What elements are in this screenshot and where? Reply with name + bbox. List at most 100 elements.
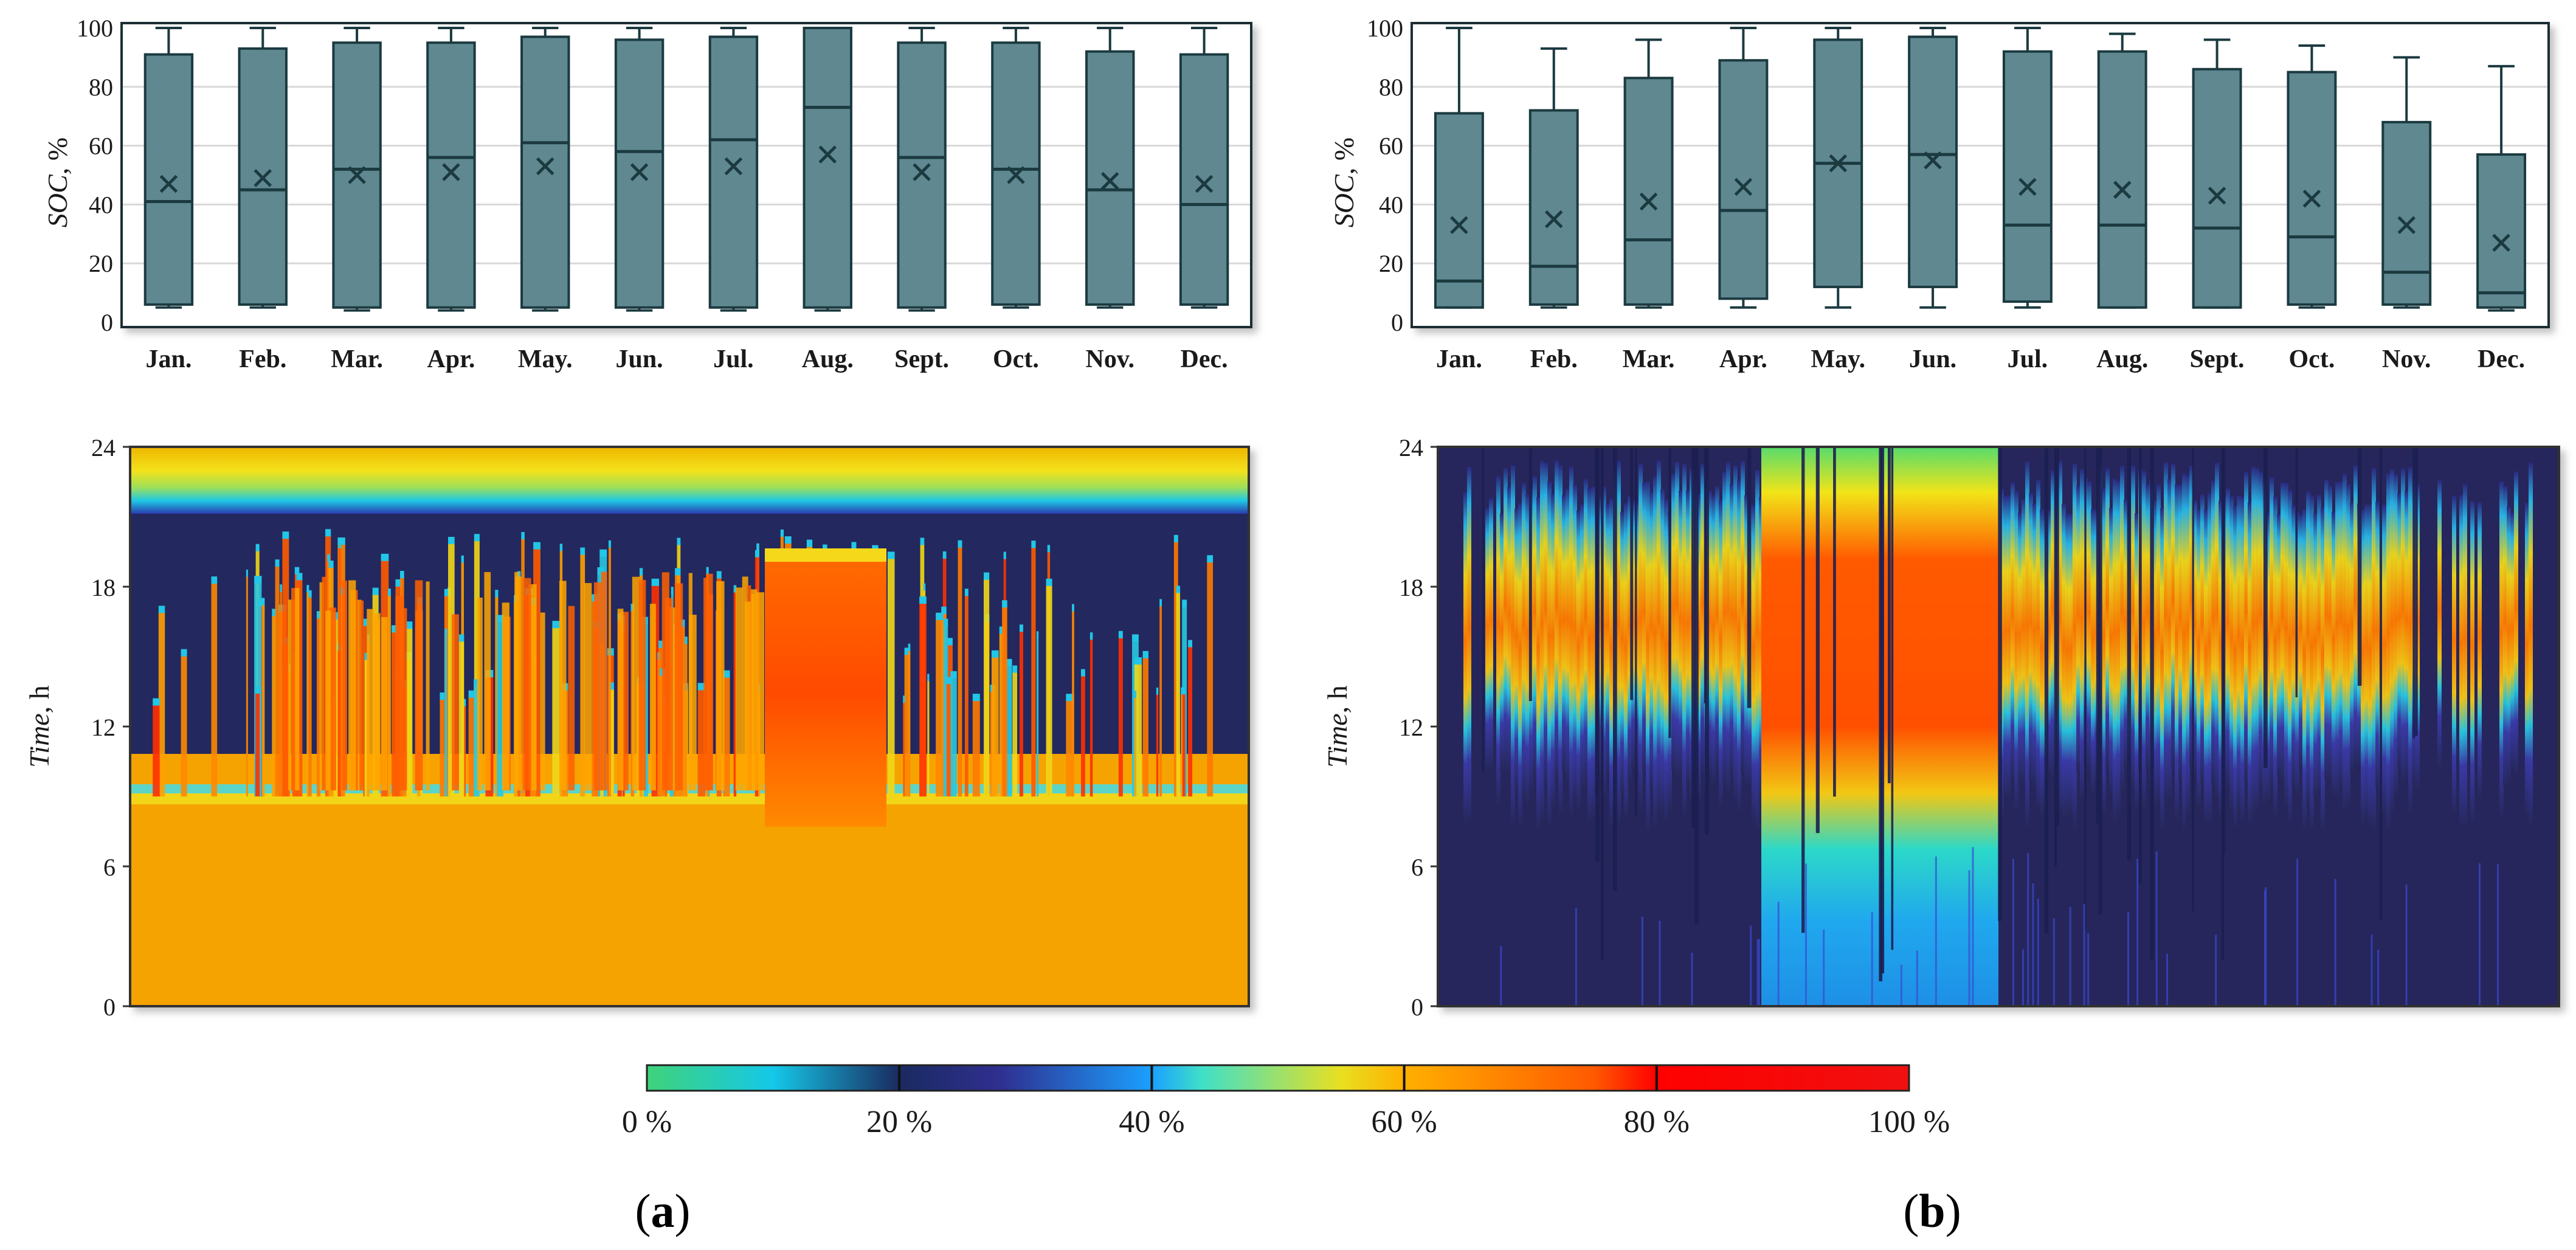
heatmap-spike-tip xyxy=(1012,665,1018,673)
yticks-a: 0 20 40 60 80 100 xyxy=(77,15,113,336)
x-tick-label: Mar. xyxy=(1623,345,1675,373)
heatmap-spike-tip xyxy=(327,554,330,562)
x-tick-label: Feb. xyxy=(239,345,286,373)
heatmap-b-column xyxy=(2281,482,2285,780)
y-tick-label: 40 xyxy=(1379,191,1403,218)
box-apr xyxy=(426,27,476,312)
heatmap-b-column xyxy=(1573,484,1577,801)
heatmap-spike-tip xyxy=(756,543,759,551)
heatmap-b-column xyxy=(1562,495,1566,772)
heatmap-spike-tip xyxy=(381,553,389,561)
heatmap-spike xyxy=(359,600,364,790)
heatmap-b-column xyxy=(2499,481,2504,819)
heatmap-b-blip xyxy=(1575,908,1577,1005)
y-tick-label: 0 xyxy=(101,309,113,336)
xticks-a: Jan. Feb. Mar. Apr. May. Jun. Jul. Aug. Sept. Oct… xyxy=(145,345,1228,373)
heatmap-b-column xyxy=(2248,502,2252,825)
heatmap-b-column xyxy=(1744,495,1749,785)
heatmap-spike xyxy=(1081,675,1085,796)
heatmap-spike-tip xyxy=(941,606,947,614)
heatmap-b-blip xyxy=(2037,899,2039,1005)
heatmap-b-column xyxy=(2116,481,2121,815)
heatmap-spike-tip xyxy=(784,536,792,544)
box-aug xyxy=(803,27,852,312)
heatmap-b-columns xyxy=(1463,448,2533,1005)
heatmap-b-column xyxy=(1686,490,1690,786)
box-feb xyxy=(238,27,288,309)
heatmap-b-gap xyxy=(1891,448,1894,950)
heatmap-a-evening-band xyxy=(131,448,1248,514)
heatmap-b-column xyxy=(2193,500,2197,776)
heatmap-b-gap xyxy=(2412,448,2415,739)
heatmap-spike-tip xyxy=(552,621,560,629)
heatmap-spike-tip xyxy=(1182,687,1186,695)
heatmap-spike xyxy=(468,696,474,796)
heatmap-b-blip xyxy=(2405,885,2408,1005)
heatmap-spike xyxy=(1005,665,1012,796)
heatmap-spike xyxy=(903,702,905,796)
heatmap-spike-tip xyxy=(706,567,709,575)
heatmap-spike xyxy=(464,705,466,796)
ylabel-a: SOC, % xyxy=(42,137,73,227)
box-sept xyxy=(2192,38,2242,309)
x-tick-label: Dec. xyxy=(2478,345,2525,373)
colorbar-tick-label: 100 % xyxy=(1868,1105,1950,1139)
heatmap-spike-tip xyxy=(754,550,759,558)
heatmap-spike xyxy=(1089,638,1093,796)
colorbar-tick-label: 40 % xyxy=(1119,1105,1184,1139)
heatmap-spike xyxy=(964,595,969,796)
heatmap-b-gap xyxy=(2098,448,2102,915)
heatmap-b-column xyxy=(2244,472,2248,782)
heatmap-spike xyxy=(158,612,165,796)
mean-marker xyxy=(2492,233,2510,252)
heatmap-b-blip xyxy=(2296,858,2299,1005)
heatmap-spike xyxy=(887,558,895,796)
heatmap-b-column xyxy=(1485,508,1490,772)
heatmap-b-column xyxy=(1598,497,1603,777)
heatmap-b-column xyxy=(1646,481,1650,830)
heatmap-spike-tip xyxy=(387,589,391,596)
heatmap-b-column xyxy=(2200,494,2205,782)
heatmap-b-column xyxy=(2211,480,2215,784)
heatmap-spike-tip xyxy=(294,567,300,575)
heatmap-spike-tip xyxy=(517,571,521,579)
heatmap-spike-tip xyxy=(474,534,480,542)
heatmap-b-column xyxy=(2156,485,2161,803)
heatmap-b-column xyxy=(1540,460,1544,823)
heatmap-b-column xyxy=(2164,462,2168,802)
box-mar xyxy=(1623,38,1674,309)
heatmap-b-column xyxy=(1463,491,1468,824)
heatmap-b-blip xyxy=(2155,851,2158,1005)
heatmap-spike xyxy=(707,594,713,790)
x-tick-label: Jul. xyxy=(713,345,754,373)
heatmap-spike-tip xyxy=(1173,534,1178,542)
heatmap-b-column xyxy=(1558,465,1563,814)
iqr-box xyxy=(2476,153,2527,309)
heatmap-spike-tip xyxy=(1176,585,1181,593)
heatmap-spike-tip xyxy=(255,686,260,694)
heatmap-b-column xyxy=(2167,478,2172,799)
heatmap-b-column xyxy=(2401,468,2405,784)
heatmap-b-column xyxy=(2007,496,2011,798)
heatmap-spike xyxy=(1188,646,1193,796)
x-tick-label: Apr. xyxy=(427,345,475,373)
heatmap-spike xyxy=(328,607,336,790)
heatmap-b-column xyxy=(2014,491,2018,809)
heatmap-spike xyxy=(374,613,381,790)
heatmap-b-column xyxy=(2375,501,2380,787)
heatmap-b-column xyxy=(1609,499,1614,827)
mean-marker xyxy=(1450,216,1468,235)
heatmap-b-column xyxy=(1741,461,1745,772)
heatmap-b-column xyxy=(2361,509,2365,824)
mean-marker xyxy=(2018,178,2037,196)
x-tick-label: Dec. xyxy=(1181,345,1228,373)
heatmap-spike xyxy=(1066,700,1074,796)
mean-marker xyxy=(1924,151,1942,170)
panel-label-b: (b) xyxy=(1903,1184,1961,1237)
heatmap-spike xyxy=(452,614,460,790)
heatmap-spike xyxy=(1036,637,1039,796)
heatmap-b-gap xyxy=(1482,448,1484,773)
heatmap-b-column xyxy=(2025,461,2029,828)
iqr-box xyxy=(708,35,759,309)
heatmap-b-column xyxy=(2437,480,2442,768)
